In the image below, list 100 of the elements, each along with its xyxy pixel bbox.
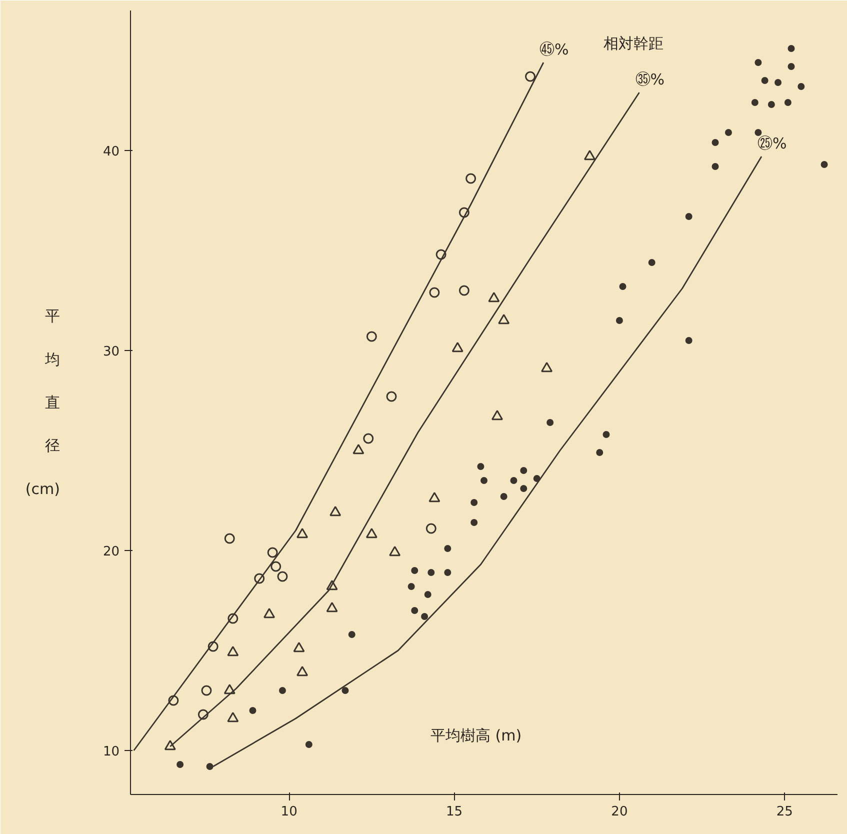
point (685, 213, 692, 220)
x-tick-label: 20 (611, 804, 628, 820)
point (685, 337, 692, 344)
point (348, 631, 356, 638)
point (444, 545, 452, 552)
annotation: 相対幹距 (603, 34, 664, 52)
point (363, 433, 374, 444)
point (525, 71, 536, 82)
point (293, 642, 305, 652)
line-series (133, 62, 544, 752)
point (164, 740, 176, 750)
point (227, 712, 239, 722)
point (768, 101, 775, 108)
point (296, 528, 308, 538)
point (788, 45, 795, 52)
point (510, 477, 518, 484)
y-tick-label: 30 (102, 344, 120, 360)
point (408, 583, 415, 590)
point (386, 391, 397, 402)
point (596, 449, 604, 456)
point (326, 602, 338, 612)
point (426, 523, 436, 534)
point (541, 362, 553, 372)
point (208, 641, 218, 652)
point (498, 314, 510, 324)
x-tick-label: 25 (776, 804, 793, 820)
point (533, 475, 540, 482)
point (389, 546, 401, 556)
point (616, 317, 623, 324)
point (470, 499, 478, 506)
point (470, 519, 478, 526)
point (436, 249, 446, 260)
point (421, 613, 428, 620)
point (224, 684, 236, 694)
point (546, 419, 554, 426)
y-tick-label: 20 (102, 544, 120, 560)
point (198, 709, 208, 720)
series-label: ㉟% (635, 70, 665, 88)
point (428, 492, 440, 502)
point (366, 528, 378, 538)
x-axis-title: 平均樹高 (m) (430, 726, 522, 744)
point (206, 763, 214, 770)
point (227, 646, 239, 656)
text: 平均直径 (cm) (25, 307, 60, 498)
point (520, 485, 528, 492)
point (342, 687, 349, 694)
point (458, 285, 470, 296)
point (296, 666, 308, 676)
point (249, 707, 256, 714)
point (466, 173, 476, 184)
point (424, 591, 432, 598)
point (411, 567, 418, 574)
point (254, 573, 265, 584)
x-tick-label: 15 (446, 804, 463, 820)
point (330, 506, 342, 516)
series-label: ㊺% (539, 40, 569, 58)
point (228, 613, 238, 624)
point (712, 139, 719, 146)
point (352, 444, 364, 454)
point (784, 99, 792, 106)
point (477, 463, 484, 470)
point (458, 207, 470, 218)
point (602, 431, 610, 438)
point (366, 331, 377, 342)
y-tick-label: 40 (102, 144, 120, 160)
point (224, 533, 235, 544)
point (798, 83, 805, 90)
point (267, 547, 278, 558)
point (452, 342, 464, 352)
point (305, 741, 312, 748)
point (168, 695, 179, 706)
point (774, 79, 782, 86)
point (270, 561, 282, 572)
point (724, 129, 732, 136)
point (264, 608, 276, 618)
point (429, 287, 440, 298)
point (444, 569, 452, 576)
point (619, 283, 626, 290)
point (428, 569, 435, 576)
point (500, 493, 508, 500)
point (751, 99, 758, 106)
point (201, 685, 212, 696)
point (648, 259, 656, 266)
series-label: ㉕% (758, 134, 787, 152)
point (761, 77, 768, 84)
point (754, 129, 762, 136)
point (411, 607, 418, 614)
point (520, 467, 528, 474)
point (584, 150, 596, 160)
point (754, 59, 762, 66)
point (326, 580, 338, 590)
y-tick-label: 10 (102, 744, 120, 760)
point (712, 163, 719, 170)
point (278, 687, 286, 694)
x-tick-label: 10 (280, 804, 298, 820)
point (491, 410, 503, 420)
point (820, 161, 828, 168)
point (277, 571, 288, 582)
point (788, 63, 795, 70)
point (176, 761, 184, 768)
